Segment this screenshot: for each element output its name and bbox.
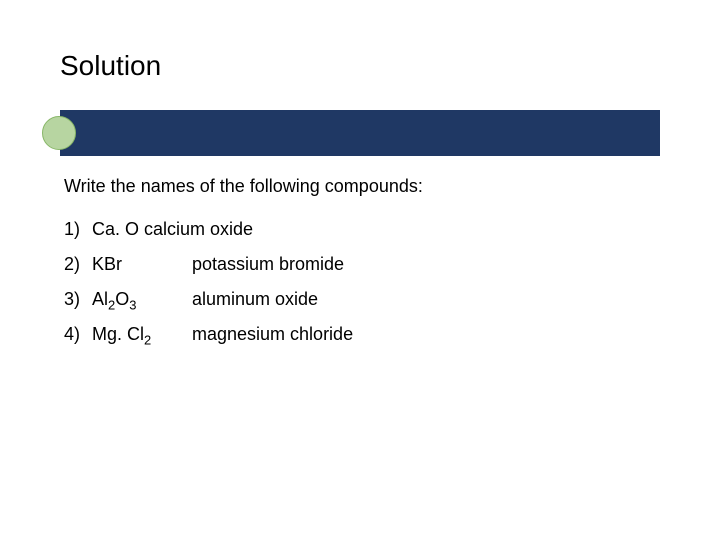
accent-bar [60,110,660,156]
title-row: Solution [60,50,660,82]
instruction-text: Write the names of the following compoun… [64,176,660,197]
accent-dot-icon [42,116,76,150]
list-item: 1)Ca. O calcium oxide [64,219,660,240]
item-number: 1) [64,219,92,240]
list-item: 3)Al2O3aluminum oxide [64,289,660,310]
slide: Solution Write the names of the followin… [0,0,720,540]
item-formula: Al2O3 [92,289,192,310]
item-formula: KBr [92,254,192,275]
item-number: 3) [64,289,92,310]
list-item: 4)Mg. Cl2magnesium chloride [64,324,660,345]
item-formula-and-name: Ca. O calcium oxide [92,219,253,240]
item-compound-name: aluminum oxide [192,289,660,310]
item-formula: Mg. Cl2 [92,324,192,345]
accent-bar-wrap [60,110,660,156]
list-item: 2)KBrpotassium bromide [64,254,660,275]
item-compound-name: magnesium chloride [192,324,660,345]
item-number: 4) [64,324,92,345]
item-number: 2) [64,254,92,275]
content-area: Write the names of the following compoun… [60,176,660,345]
compound-list: 1)Ca. O calcium oxide2)KBrpotassium brom… [64,219,660,345]
item-compound-name: potassium bromide [192,254,660,275]
slide-title: Solution [60,50,161,82]
